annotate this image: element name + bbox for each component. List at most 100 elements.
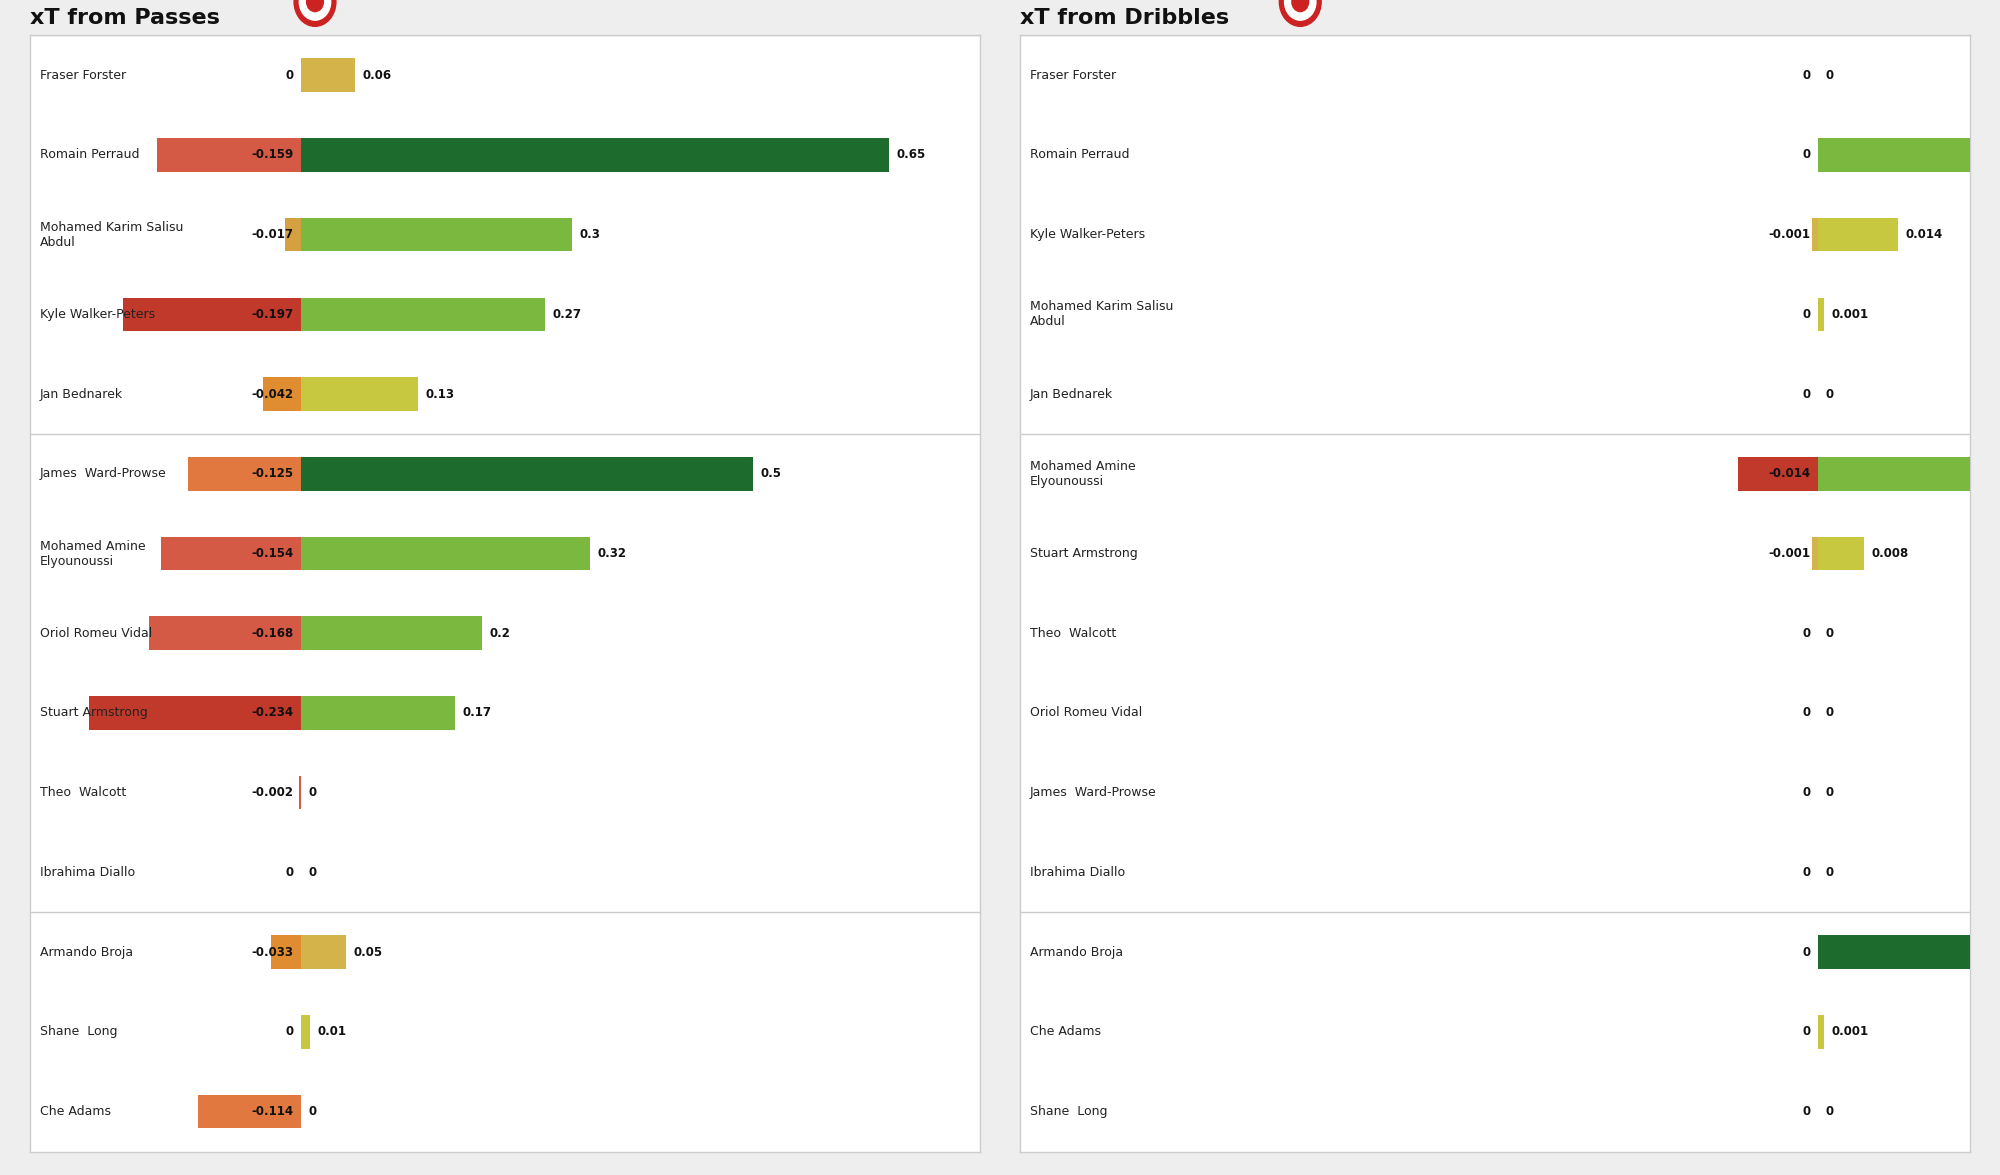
Text: Mohamed Karim Salisu
Abdul: Mohamed Karim Salisu Abdul (1030, 301, 1172, 328)
Text: 0.008: 0.008 (1872, 548, 1908, 560)
Bar (1812, 537, 1818, 570)
Text: Armando Broja: Armando Broja (1030, 946, 1122, 959)
Text: 0.014: 0.014 (1906, 228, 1942, 241)
Circle shape (1280, 0, 1322, 26)
Text: 0: 0 (1802, 1106, 1810, 1119)
Bar (270, 935, 300, 969)
Text: Oriol Romeu Vidal: Oriol Romeu Vidal (40, 626, 152, 639)
Text: James  Ward-Prowse: James Ward-Prowse (1030, 786, 1156, 799)
Text: Ibrahima Diallo: Ibrahima Diallo (1030, 866, 1124, 879)
Text: 0: 0 (1826, 706, 1834, 719)
Text: 0: 0 (1802, 946, 1810, 959)
Bar (300, 297, 546, 331)
Text: 0: 0 (1802, 626, 1810, 639)
Text: xT from Dribbles: xT from Dribbles (1020, 8, 1230, 28)
Text: Romain Perraud: Romain Perraud (40, 148, 140, 161)
Text: 0: 0 (308, 786, 316, 799)
Text: Jan Bednarek: Jan Bednarek (40, 388, 122, 401)
Circle shape (1292, 0, 1308, 12)
Text: 0: 0 (286, 866, 294, 879)
Bar (300, 59, 356, 92)
Text: Ibrahima Diallo: Ibrahima Diallo (40, 866, 134, 879)
Bar (300, 217, 572, 251)
Text: 0: 0 (1826, 786, 1834, 799)
Text: xT from Passes: xT from Passes (30, 8, 220, 28)
Text: 0: 0 (1802, 706, 1810, 719)
Text: 0: 0 (1802, 1026, 1810, 1039)
Text: Stuart Armstrong: Stuart Armstrong (1030, 548, 1138, 560)
Text: 0.001: 0.001 (1832, 308, 1868, 321)
Text: -0.042: -0.042 (252, 388, 294, 401)
Text: -0.002: -0.002 (252, 786, 294, 799)
Text: James  Ward-Prowse: James Ward-Prowse (40, 468, 166, 481)
Text: 0: 0 (1802, 866, 1810, 879)
Text: Che Adams: Che Adams (1030, 1026, 1100, 1039)
Bar (1738, 457, 1818, 490)
Bar (286, 217, 300, 251)
Text: Kyle Walker-Peters: Kyle Walker-Peters (1030, 228, 1144, 241)
Text: 0: 0 (1802, 308, 1810, 321)
Bar (148, 617, 300, 650)
Bar (188, 457, 300, 490)
Circle shape (306, 0, 324, 12)
Bar (122, 297, 300, 331)
Text: 0.27: 0.27 (552, 308, 582, 321)
Bar (300, 139, 888, 172)
Text: -0.168: -0.168 (250, 626, 294, 639)
Text: 0: 0 (286, 68, 294, 81)
Text: 0.2: 0.2 (490, 626, 510, 639)
Text: 0: 0 (1802, 148, 1810, 161)
Text: Theo  Walcott: Theo Walcott (40, 786, 126, 799)
Text: 0: 0 (308, 866, 316, 879)
Text: -0.017: -0.017 (252, 228, 294, 241)
Text: Mohamed Amine
Elyounoussi: Mohamed Amine Elyounoussi (40, 539, 146, 568)
Text: Oriol Romeu Vidal: Oriol Romeu Vidal (1030, 706, 1142, 719)
Text: -0.033: -0.033 (252, 946, 294, 959)
Bar (262, 377, 300, 411)
Text: -0.114: -0.114 (252, 1106, 294, 1119)
Bar (300, 935, 346, 969)
Bar (162, 537, 300, 570)
Text: 0.65: 0.65 (896, 148, 926, 161)
Bar (1812, 217, 1818, 251)
Text: -0.154: -0.154 (250, 548, 294, 560)
Bar (300, 377, 418, 411)
Bar (156, 139, 300, 172)
Text: Mohamed Karim Salisu
Abdul: Mohamed Karim Salisu Abdul (40, 221, 182, 249)
Text: -0.001: -0.001 (1768, 548, 1810, 560)
Text: Shane  Long: Shane Long (1030, 1106, 1108, 1119)
Text: Shane  Long: Shane Long (40, 1026, 116, 1039)
Bar (300, 697, 454, 730)
Text: 0: 0 (286, 1026, 294, 1039)
Text: Mohamed Amine
Elyounoussi: Mohamed Amine Elyounoussi (1030, 459, 1136, 488)
Text: -0.234: -0.234 (252, 706, 294, 719)
Text: 0: 0 (1826, 388, 1834, 401)
Bar (1818, 297, 1824, 331)
Text: -0.001: -0.001 (1768, 228, 1810, 241)
Text: -0.125: -0.125 (252, 468, 294, 481)
Text: 0.17: 0.17 (462, 706, 492, 719)
Text: 0.13: 0.13 (426, 388, 454, 401)
Text: Fraser Forster: Fraser Forster (1030, 68, 1116, 81)
Text: Jan Bednarek: Jan Bednarek (1030, 388, 1112, 401)
Text: Romain Perraud: Romain Perraud (1030, 148, 1128, 161)
Text: 0: 0 (1802, 388, 1810, 401)
Bar (1818, 457, 2000, 490)
Bar (1818, 139, 2000, 172)
Bar (300, 537, 590, 570)
Text: Kyle Walker-Peters: Kyle Walker-Peters (40, 308, 154, 321)
Bar (90, 697, 300, 730)
Bar (1818, 1015, 1824, 1048)
Bar (1818, 935, 2000, 969)
Text: 0.06: 0.06 (362, 68, 392, 81)
Circle shape (1284, 0, 1316, 20)
Bar (1818, 537, 1864, 570)
Text: 0: 0 (1802, 68, 1810, 81)
Text: 0.5: 0.5 (760, 468, 782, 481)
Circle shape (294, 0, 336, 26)
Text: 0.01: 0.01 (318, 1026, 346, 1039)
Bar (198, 1095, 300, 1128)
Bar (300, 1015, 310, 1048)
Text: 0: 0 (1826, 866, 1834, 879)
Text: 0: 0 (1826, 626, 1834, 639)
